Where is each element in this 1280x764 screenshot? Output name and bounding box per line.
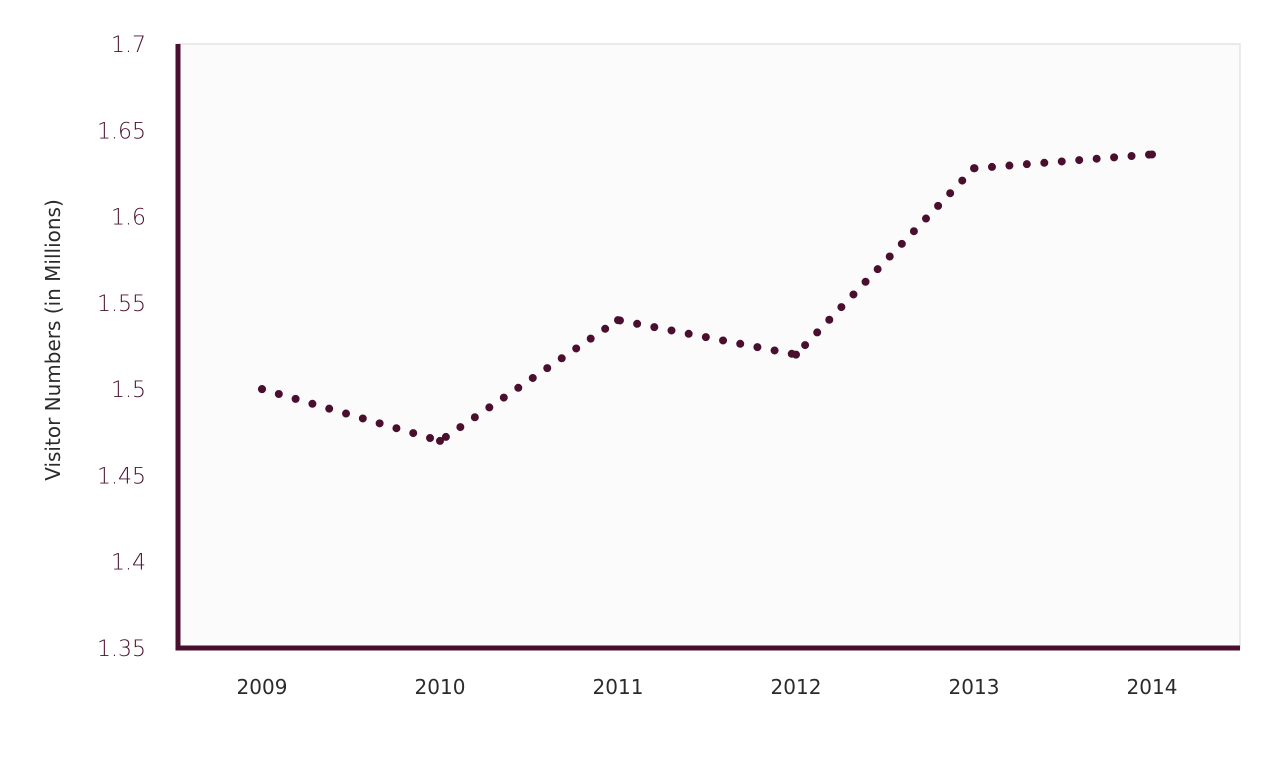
y-tick-label: 1.5	[111, 378, 146, 403]
y-tick-labels: 1.35 1.4 1.45 1.5 1.55 1.6 1.65 1.7	[97, 33, 146, 662]
y-tick-label: 1.35	[97, 637, 146, 662]
x-tick-label: 2009	[237, 675, 288, 699]
data-point	[436, 436, 444, 445]
x-tick-label: 2011	[593, 675, 644, 699]
y-tick-label: 1.7	[111, 33, 146, 58]
y-tick-label: 1.6	[111, 206, 146, 231]
data-point	[970, 164, 978, 173]
plot-area	[177, 43, 1241, 649]
y-tick-label: 1.55	[97, 292, 146, 317]
series-line-path	[258, 150, 1156, 445]
x-tick-label: 2012	[771, 675, 822, 699]
y-tick-label: 1.65	[97, 119, 146, 144]
y-tick-label: 1.4	[111, 551, 146, 576]
data-point	[258, 385, 266, 394]
y-tick-label: 1.45	[97, 464, 146, 489]
x-tick-label: 2013	[949, 675, 1000, 699]
y-axis-title: Visitor Numbers (in Millions)	[41, 199, 65, 481]
series-line	[258, 150, 1156, 445]
x-tick-labels: 2009 2010 2011 2012 2013 2014	[237, 675, 1178, 699]
data-point	[614, 316, 622, 325]
data-point	[792, 350, 800, 359]
data-point	[1148, 150, 1156, 159]
x-tick-label: 2014	[1127, 675, 1178, 699]
x-tick-label: 2010	[415, 675, 466, 699]
